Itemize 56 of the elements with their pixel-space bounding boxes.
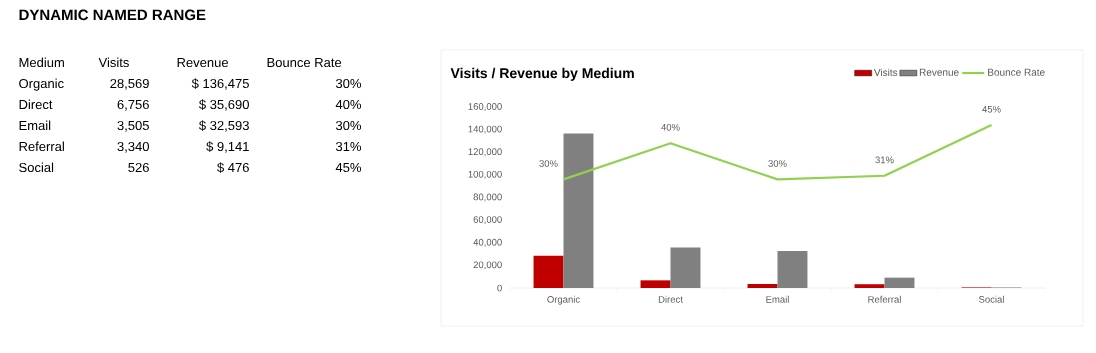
chart-title: Visits / Revenue by Medium [450,67,634,81]
legend-label: Visits [873,68,898,76]
text: 3,505 [117,120,149,132]
y-tick-label: 20,000 [473,261,502,270]
y-tick-label: 40,000 [473,238,502,247]
x-tick-label: Direct [658,295,683,303]
data-label: 45% [982,105,1001,113]
x-tick-label: Referral [868,295,901,303]
data-label: 30% [539,160,558,167]
text: $ 476 [217,162,249,173]
text: 45% [335,162,362,173]
y-tick-label: 120,000 [468,148,502,157]
y-tick-label: 140,000 [468,125,502,134]
text: Revenue [177,58,228,68]
text: 28,569 [110,78,149,90]
text: Social [19,162,54,173]
x-tick-label: Email [766,295,789,303]
y-tick-label: 80,000 [473,193,502,202]
text: 6,756 [117,99,149,111]
bar [563,133,594,288]
text: $ 35,690 [199,99,249,111]
y-tick-label: 100,000 [468,170,502,179]
text: $ 136,475 [191,78,249,90]
text: 30% [335,120,362,131]
text: Organic [19,78,64,91]
text: 40% [335,99,362,110]
y-tick-label: 60,000 [473,216,502,225]
bar [640,280,671,288]
text: Referral [19,141,64,152]
text: $ 9,141 [206,141,249,153]
legend-label: Bounce Rate [988,68,1045,76]
text: Email [19,120,51,131]
text: Visits [98,57,129,68]
text: 526 [128,162,149,173]
bar [747,284,778,288]
y-tick-label: 0 [497,284,502,292]
bar [670,247,701,288]
data-label: 40% [661,123,680,131]
data-label: 30% [768,160,787,167]
text: $ 32,593 [199,120,249,132]
text: 3,340 [117,141,149,153]
y-tick-label: 160,000 [468,103,502,111]
text: DYNAMIC NAMED RANGE [19,9,206,21]
x-tick-label: Organic [547,295,580,305]
data-label: 31% [875,156,894,164]
text: 30% [335,78,362,89]
text: 31% [335,141,362,152]
x-tick-label: Social [978,295,1004,303]
text: Bounce Rate [267,58,342,68]
bar [884,277,915,288]
bar [777,251,808,288]
bar [533,255,564,288]
text: Direct [19,99,53,110]
legend-label: Revenue [919,68,959,76]
text: Medium [19,57,64,68]
bar [854,284,885,288]
